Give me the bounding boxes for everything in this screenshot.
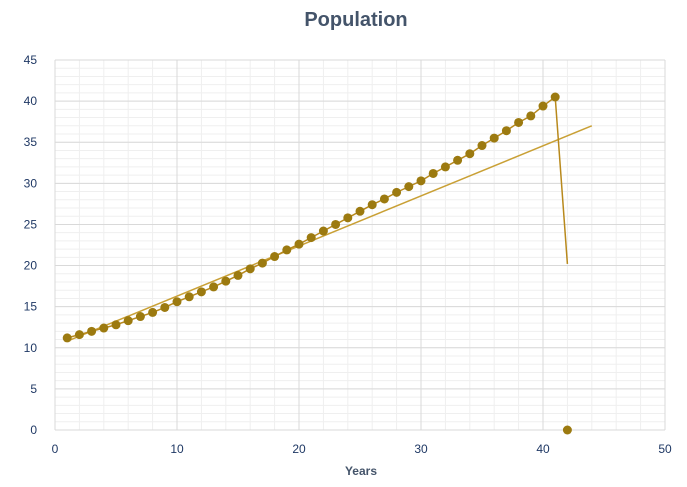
x-tick-label: 50	[658, 442, 672, 456]
data-point	[538, 101, 548, 111]
y-tick-label: 0	[30, 423, 37, 437]
data-point	[489, 133, 499, 143]
y-tick-label: 10	[24, 341, 38, 355]
data-point	[160, 302, 170, 312]
data-point	[233, 270, 243, 280]
y-tick-label: 45	[24, 53, 38, 67]
data-point	[111, 320, 121, 330]
data-point	[440, 162, 450, 172]
data-point	[562, 425, 572, 435]
data-point	[257, 258, 267, 268]
data-point	[453, 155, 463, 165]
linear-trendline	[66, 125, 593, 342]
data-point	[379, 194, 389, 204]
y-tick-label: 20	[24, 259, 38, 273]
data-point	[196, 287, 206, 297]
data-point	[135, 312, 145, 322]
data-point	[74, 330, 84, 340]
trendline-layer	[66, 125, 593, 342]
data-point	[318, 226, 328, 236]
data-point	[404, 182, 414, 192]
y-axis-tick-labels: 0 5 10 15 20 25 30 35 40 45	[24, 53, 38, 437]
data-point	[331, 219, 341, 229]
data-point	[270, 252, 280, 262]
y-tick-label: 25	[24, 217, 38, 231]
x-axis-title: Years	[345, 464, 377, 478]
x-tick-label: 20	[292, 442, 306, 456]
data-point	[294, 239, 304, 249]
line-series-layer	[67, 95, 569, 339]
data-point	[355, 206, 365, 216]
data-point	[514, 117, 524, 127]
minor-gridlines	[54, 59, 666, 431]
x-tick-label: 30	[414, 442, 428, 456]
x-tick-label: 40	[536, 442, 550, 456]
x-tick-label: 0	[52, 442, 59, 456]
marker-series-layer	[62, 92, 572, 435]
y-tick-label: 35	[24, 135, 38, 149]
data-point	[123, 316, 133, 326]
data-point	[87, 326, 97, 336]
data-point	[245, 264, 255, 274]
data-point	[184, 292, 194, 302]
data-point	[526, 111, 536, 121]
data-point	[172, 297, 182, 307]
chart-title: Population	[304, 9, 407, 31]
data-point	[477, 141, 487, 151]
data-point	[209, 282, 219, 292]
data-point	[367, 200, 377, 210]
data-point	[501, 126, 511, 136]
data-point	[306, 233, 316, 243]
x-axis-tick-labels: 0 10 20 30 40 50	[52, 442, 672, 456]
data-point	[392, 187, 402, 197]
data-point	[416, 176, 426, 186]
major-gridlines	[54, 59, 666, 431]
y-tick-label: 15	[24, 300, 38, 314]
data-point	[465, 149, 475, 159]
data-point	[343, 213, 353, 223]
data-point	[550, 92, 560, 102]
data-point	[148, 307, 158, 317]
y-tick-label: 40	[24, 94, 38, 108]
data-point	[99, 323, 109, 333]
x-tick-label: 10	[170, 442, 184, 456]
data-point	[221, 276, 231, 286]
population-line	[67, 95, 569, 339]
y-tick-label: 5	[30, 382, 37, 396]
data-point	[282, 245, 292, 255]
data-point	[62, 333, 72, 343]
y-tick-label: 30	[24, 176, 38, 190]
data-point	[428, 168, 438, 178]
